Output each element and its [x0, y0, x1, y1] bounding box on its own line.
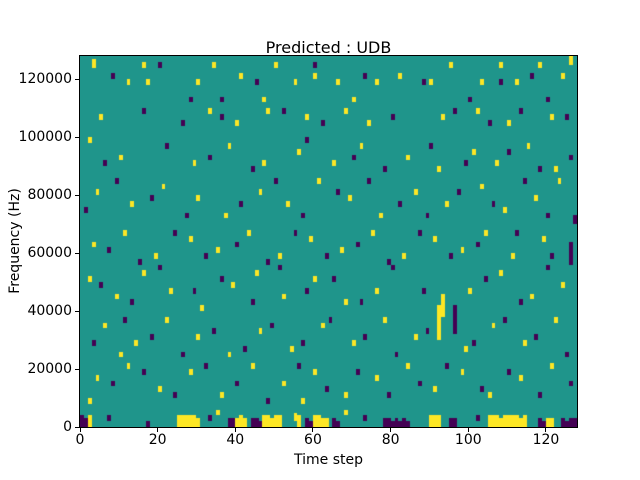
x-tick-mark: [467, 428, 469, 432]
x-axis-label: Time step: [294, 452, 363, 468]
x-tick-mark: [79, 428, 81, 432]
y-axis-label: Frequency (Hz): [7, 188, 23, 294]
x-tick-mark: [390, 428, 392, 432]
y-tick-mark: [75, 426, 79, 428]
x-tick-label: 0: [75, 432, 85, 448]
y-tick-mark: [75, 252, 79, 254]
y-tick-label: 20000: [27, 361, 72, 378]
x-tick-mark: [157, 428, 159, 432]
x-tick-label: 80: [381, 432, 400, 448]
x-tick-label: 120: [532, 432, 560, 448]
y-tick-mark: [75, 194, 79, 196]
chart-title: Predicted : UDB: [265, 38, 392, 57]
y-tick-label: 0: [63, 419, 72, 435]
heatmap-canvas: [80, 56, 577, 427]
x-tick-mark: [234, 428, 236, 432]
x-tick-mark: [545, 428, 547, 432]
y-tick-label: 120000: [18, 71, 72, 88]
y-tick-mark: [75, 368, 79, 370]
x-tick-mark: [312, 428, 314, 432]
y-tick-label: 60000: [27, 245, 72, 262]
y-tick-label: 40000: [27, 303, 72, 320]
y-tick-mark: [75, 78, 79, 80]
y-tick-label: 100000: [18, 129, 72, 146]
y-tick-label: 80000: [27, 187, 72, 204]
x-tick-label: 40: [226, 432, 245, 448]
x-tick-label: 20: [148, 432, 167, 448]
plot-area: [79, 55, 578, 428]
x-tick-label: 60: [304, 432, 322, 448]
y-tick-mark: [75, 136, 79, 138]
y-tick-mark: [75, 310, 79, 312]
x-tick-label: 100: [454, 432, 482, 448]
